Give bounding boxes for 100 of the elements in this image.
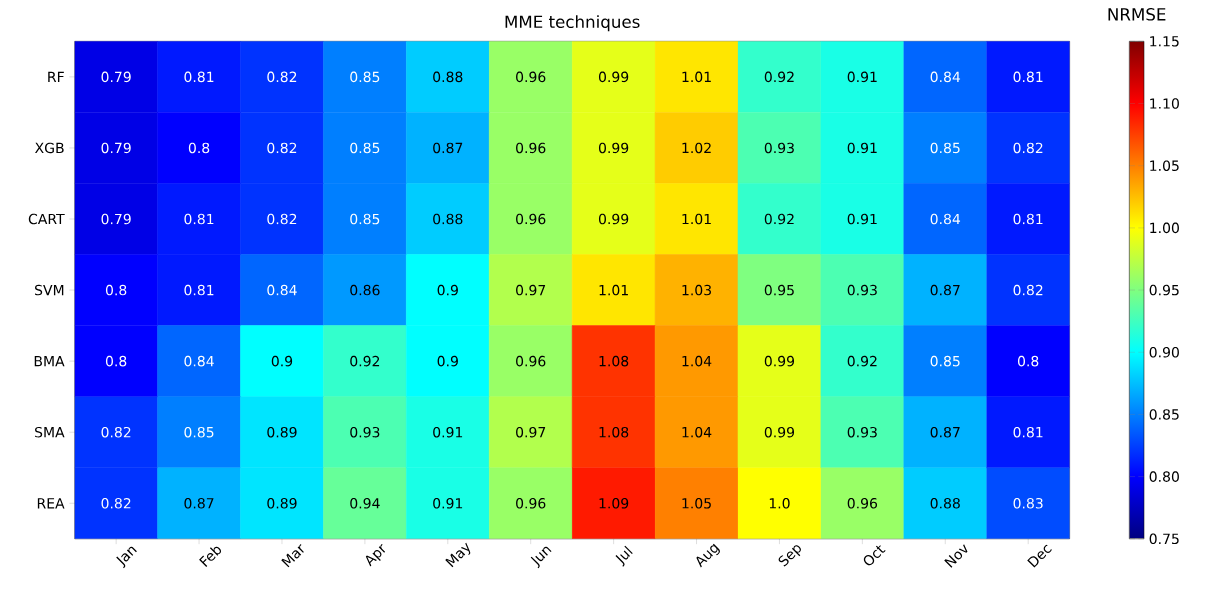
- data-label: 0.97: [516, 284, 546, 296]
- data-label: 0.96: [847, 497, 878, 509]
- data-label: 0.97: [516, 426, 546, 438]
- data-label: 1.09: [599, 497, 629, 509]
- y-tick-label: RF: [48, 71, 64, 82]
- data-label: 0.79: [101, 142, 131, 153]
- data-label: 1.01: [599, 284, 628, 296]
- data-label: 0.8: [105, 284, 127, 296]
- color-bar-label: 0.95: [1149, 284, 1179, 296]
- data-label: 0.87: [184, 497, 214, 509]
- data-label: 0.93: [847, 284, 877, 296]
- color-bar-label: 1.00: [1150, 222, 1179, 233]
- data-label: 0.84: [930, 213, 961, 225]
- data-label: 0.87: [433, 142, 463, 153]
- data-label: 0.8: [188, 142, 210, 153]
- data-label: 0.87: [930, 284, 960, 296]
- data-label: 0.88: [930, 497, 960, 509]
- data-label: 0.91: [847, 142, 877, 153]
- data-label: 0.8: [105, 355, 127, 367]
- data-label: 0.82: [1013, 284, 1043, 296]
- data-label: 0.96: [516, 142, 546, 153]
- data-label: 0.94: [350, 497, 380, 509]
- data-label: 0.96: [516, 355, 546, 367]
- data-label: 0.81: [184, 213, 214, 225]
- data-label: 1.03: [682, 284, 711, 296]
- data-label: 0.81: [184, 71, 214, 82]
- x-tick-label: Jul: [615, 545, 633, 567]
- x-tick-label: Oct: [863, 545, 886, 566]
- data-label: 0.79: [101, 213, 131, 225]
- data-label: 0.9: [437, 355, 458, 367]
- data-label: 0.91: [433, 497, 463, 509]
- x-tick-label: Aug: [696, 543, 720, 568]
- x-tick-label: Mar: [281, 543, 304, 568]
- data-label: 0.85: [184, 426, 214, 438]
- data-label: 0.83: [1013, 497, 1043, 509]
- data-label: 0.85: [350, 213, 380, 225]
- color-bar-label: 1.05: [1150, 160, 1179, 171]
- data-label: 0.91: [847, 71, 877, 82]
- data-label: 0.93: [764, 142, 794, 153]
- color-bar-label: 1.10: [1150, 97, 1179, 109]
- data-label: 0.84: [184, 355, 214, 367]
- y-tick-label: CART: [28, 213, 65, 225]
- data-label: 0.82: [101, 426, 131, 438]
- data-label: 0.85: [930, 355, 960, 367]
- data-label: 0.79: [101, 71, 131, 82]
- x-tick-label: Feb: [199, 546, 222, 567]
- data-label: 0.8: [1017, 355, 1039, 367]
- x-tick-label: Apr: [365, 543, 386, 567]
- x-tick-label: Jan: [116, 546, 137, 568]
- data-label: 1.04: [682, 426, 712, 438]
- data-label: 0.82: [101, 497, 131, 509]
- data-label: 0.92: [847, 355, 877, 367]
- data-label: 0.92: [764, 213, 794, 225]
- data-label: 0.93: [847, 426, 877, 438]
- chart-title: MME techniques: [505, 14, 640, 32]
- y-tick-label: REA: [37, 497, 65, 509]
- color-bar-label: 0.80: [1149, 471, 1179, 482]
- data-label: 0.85: [350, 142, 380, 153]
- data-label: 0.82: [267, 213, 297, 225]
- data-label: 0.91: [433, 426, 463, 438]
- y-tick-label: BMA: [34, 355, 65, 367]
- data-label: 1.05: [682, 497, 711, 509]
- y-tick-label: SMA: [35, 426, 65, 438]
- data-label: 0.95: [764, 284, 794, 296]
- data-label: 1.08: [599, 355, 629, 367]
- data-label: 0.99: [764, 355, 795, 367]
- data-label: 0.9: [437, 284, 458, 296]
- data-label: 0.84: [930, 71, 961, 82]
- color-bar-title: NRMSE: [1108, 7, 1166, 21]
- data-label: 0.86: [350, 284, 380, 296]
- data-label: 0.92: [350, 355, 380, 367]
- data-label: 1.0: [769, 497, 790, 509]
- color-bar-label: 0.90: [1149, 346, 1179, 358]
- x-tick-label: Jun: [530, 546, 552, 569]
- x-tick-label: Sep: [778, 544, 801, 567]
- data-label: 0.91: [847, 213, 877, 225]
- data-label: 0.84: [267, 284, 297, 296]
- data-label: 0.87: [930, 426, 960, 438]
- data-label: 1.08: [599, 426, 629, 438]
- data-label: 0.89: [267, 426, 297, 438]
- color-bar-label: 0.75: [1149, 533, 1179, 544]
- data-label: 1.01: [682, 213, 711, 225]
- data-label: 0.82: [267, 142, 297, 153]
- data-label: 0.81: [1013, 426, 1043, 438]
- color-bar-label: 0.85: [1149, 408, 1179, 420]
- data-label: 1.02: [682, 142, 711, 153]
- data-label: 0.93: [350, 426, 380, 438]
- data-label: 0.89: [267, 497, 297, 509]
- data-label: 0.96: [516, 213, 546, 225]
- data-label: 0.81: [184, 284, 214, 296]
- data-label: 1.04: [682, 355, 712, 367]
- color-bar-label: 1.15: [1150, 35, 1179, 47]
- data-label: 0.85: [930, 142, 960, 153]
- y-tick-label: XGB: [35, 142, 64, 153]
- data-label: 0.99: [598, 142, 629, 153]
- data-label: 0.88: [433, 213, 463, 225]
- data-label: 0.99: [764, 426, 795, 438]
- data-label: 0.9: [271, 355, 293, 367]
- y-tick-label: SVM: [35, 284, 64, 296]
- data-label: 0.96: [516, 497, 546, 509]
